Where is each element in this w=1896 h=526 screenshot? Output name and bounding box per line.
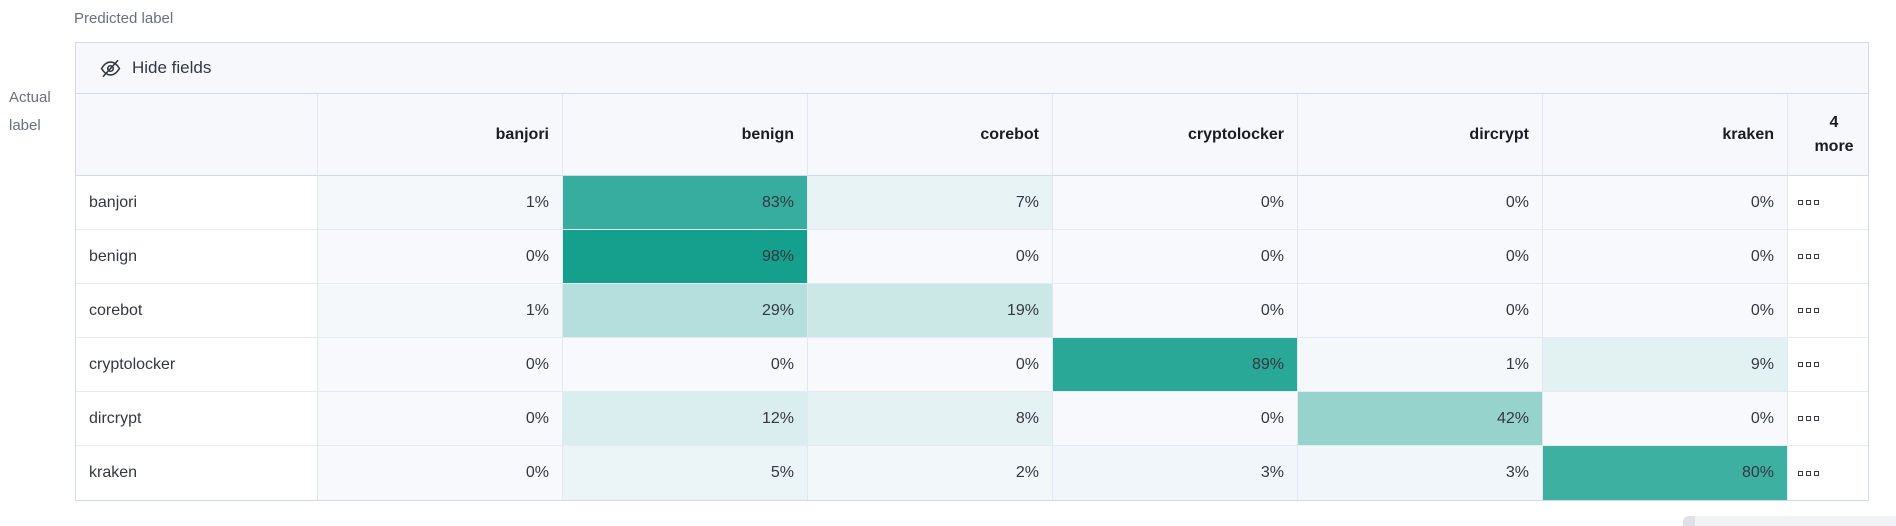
row-label-kraken[interactable]: kraken (76, 446, 318, 500)
matrix-cell-benign-banjori[interactable]: 0% (318, 230, 563, 284)
box-glyph (1798, 254, 1803, 259)
horizontal-scrollbar[interactable] (1683, 516, 1896, 526)
matrix-cell-cryptolocker-cryptolocker[interactable]: 89% (1053, 338, 1298, 392)
box-glyph (1798, 308, 1803, 313)
matrix-cell-kraken-benign[interactable]: 5% (563, 446, 808, 500)
matrix-cell-banjori-banjori[interactable]: 1% (318, 176, 563, 230)
box-glyph (1814, 200, 1819, 205)
matrix-cell-banjori-benign[interactable]: 83% (563, 176, 808, 230)
header-corner-cell (76, 94, 318, 176)
row-label-corebot[interactable]: corebot (76, 284, 318, 338)
matrix-cell-dircrypt-kraken[interactable]: 0% (1543, 392, 1788, 446)
box-glyph (1798, 362, 1803, 367)
row-label-banjori[interactable]: banjori (76, 176, 318, 230)
matrix-cell-dircrypt-corebot[interactable]: 8% (808, 392, 1053, 446)
boxes-horizontal-icon (1798, 308, 1819, 313)
matrix-cell-corebot-banjori[interactable]: 1% (318, 284, 563, 338)
column-header-more[interactable]: 4 more (1788, 94, 1868, 176)
boxes-horizontal-icon (1798, 362, 1819, 367)
column-header-dircrypt[interactable]: dircrypt (1298, 94, 1543, 176)
confusion-matrix-grid: banjori benign corebot cryptolocker dircrypt… (76, 94, 1868, 500)
row-more-actions-dircrypt[interactable] (1788, 392, 1868, 446)
matrix-cell-kraken-banjori[interactable]: 0% (318, 446, 563, 500)
box-glyph (1806, 200, 1811, 205)
row-label-benign[interactable]: benign (76, 230, 318, 284)
matrix-cell-corebot-cryptolocker[interactable]: 0% (1053, 284, 1298, 338)
actual-axis-label-line1: Actual (9, 89, 51, 106)
column-header-cryptolocker[interactable]: cryptolocker (1053, 94, 1298, 176)
matrix-cell-kraken-corebot[interactable]: 2% (808, 446, 1053, 500)
matrix-cell-kraken-kraken[interactable]: 80% (1543, 446, 1788, 500)
matrix-cell-dircrypt-dircrypt[interactable]: 42% (1298, 392, 1543, 446)
box-glyph (1814, 362, 1819, 367)
matrix-cell-corebot-kraken[interactable]: 0% (1543, 284, 1788, 338)
matrix-cell-kraken-dircrypt[interactable]: 3% (1298, 446, 1543, 500)
box-glyph (1814, 416, 1819, 421)
matrix-cell-benign-benign[interactable]: 98% (563, 230, 808, 284)
more-word: more (1814, 137, 1854, 155)
boxes-horizontal-icon (1798, 470, 1819, 476)
column-header-benign[interactable]: benign (563, 94, 808, 176)
column-header-kraken[interactable]: kraken (1543, 94, 1788, 176)
box-glyph (1814, 308, 1819, 313)
column-header-banjori[interactable]: banjori (318, 94, 563, 176)
matrix-cell-cryptolocker-benign[interactable]: 0% (563, 338, 808, 392)
matrix-cell-banjori-kraken[interactable]: 0% (1543, 176, 1788, 230)
column-header-corebot[interactable]: corebot (808, 94, 1053, 176)
matrix-cell-kraken-cryptolocker[interactable]: 3% (1053, 446, 1298, 500)
row-more-actions-benign[interactable] (1788, 230, 1868, 284)
matrix-cell-cryptolocker-kraken[interactable]: 9% (1543, 338, 1788, 392)
box-glyph (1806, 362, 1811, 367)
matrix-cell-corebot-corebot[interactable]: 19% (808, 284, 1053, 338)
row-more-actions-kraken[interactable] (1788, 446, 1868, 500)
box-glyph (1798, 200, 1803, 205)
matrix-cell-cryptolocker-corebot[interactable]: 0% (808, 338, 1053, 392)
matrix-cell-benign-kraken[interactable]: 0% (1543, 230, 1788, 284)
row-label-cryptolocker[interactable]: cryptolocker (76, 338, 318, 392)
matrix-cell-cryptolocker-dircrypt[interactable]: 1% (1298, 338, 1543, 392)
matrix-cell-benign-cryptolocker[interactable]: 0% (1053, 230, 1298, 284)
row-label-dircrypt[interactable]: dircrypt (76, 392, 318, 446)
matrix-cell-cryptolocker-banjori[interactable]: 0% (318, 338, 563, 392)
boxes-horizontal-icon (1798, 254, 1819, 259)
box-glyph (1798, 416, 1803, 421)
box-glyph (1806, 416, 1811, 421)
actual-axis-label-line2: label (9, 117, 41, 134)
confusion-matrix-panel: Hide fields banjori benign corebot cryptolo… (75, 42, 1869, 501)
matrix-cell-dircrypt-cryptolocker[interactable]: 0% (1053, 392, 1298, 446)
hide-fields-button[interactable]: Hide fields (76, 43, 1868, 94)
box-glyph (1798, 470, 1803, 476)
matrix-cell-banjori-dircrypt[interactable]: 0% (1298, 176, 1543, 230)
box-glyph (1806, 254, 1811, 259)
more-count: 4 (1829, 113, 1839, 131)
row-more-actions-cryptolocker[interactable] (1788, 338, 1868, 392)
matrix-cell-banjori-cryptolocker[interactable]: 0% (1053, 176, 1298, 230)
matrix-cell-dircrypt-benign[interactable]: 12% (563, 392, 808, 446)
scrollbar-thumb-edge (1683, 516, 1695, 526)
boxes-horizontal-icon (1798, 200, 1819, 205)
eye-slash-icon (100, 59, 121, 77)
boxes-horizontal-icon (1798, 416, 1819, 421)
row-more-actions-corebot[interactable] (1788, 284, 1868, 338)
matrix-cell-benign-corebot[interactable]: 0% (808, 230, 1053, 284)
box-glyph (1806, 470, 1811, 476)
row-more-actions-banjori[interactable] (1788, 176, 1868, 230)
box-glyph (1814, 254, 1819, 259)
matrix-cell-benign-dircrypt[interactable]: 0% (1298, 230, 1543, 284)
matrix-cell-dircrypt-banjori[interactable]: 0% (318, 392, 563, 446)
matrix-cell-corebot-benign[interactable]: 29% (563, 284, 808, 338)
hide-fields-label: Hide fields (132, 58, 212, 77)
box-glyph (1814, 470, 1819, 476)
predicted-axis-label: Predicted label (74, 10, 174, 27)
matrix-cell-banjori-corebot[interactable]: 7% (808, 176, 1053, 230)
box-glyph (1806, 308, 1811, 313)
matrix-cell-corebot-dircrypt[interactable]: 0% (1298, 284, 1543, 338)
actual-axis-label: Actual label (9, 84, 51, 140)
